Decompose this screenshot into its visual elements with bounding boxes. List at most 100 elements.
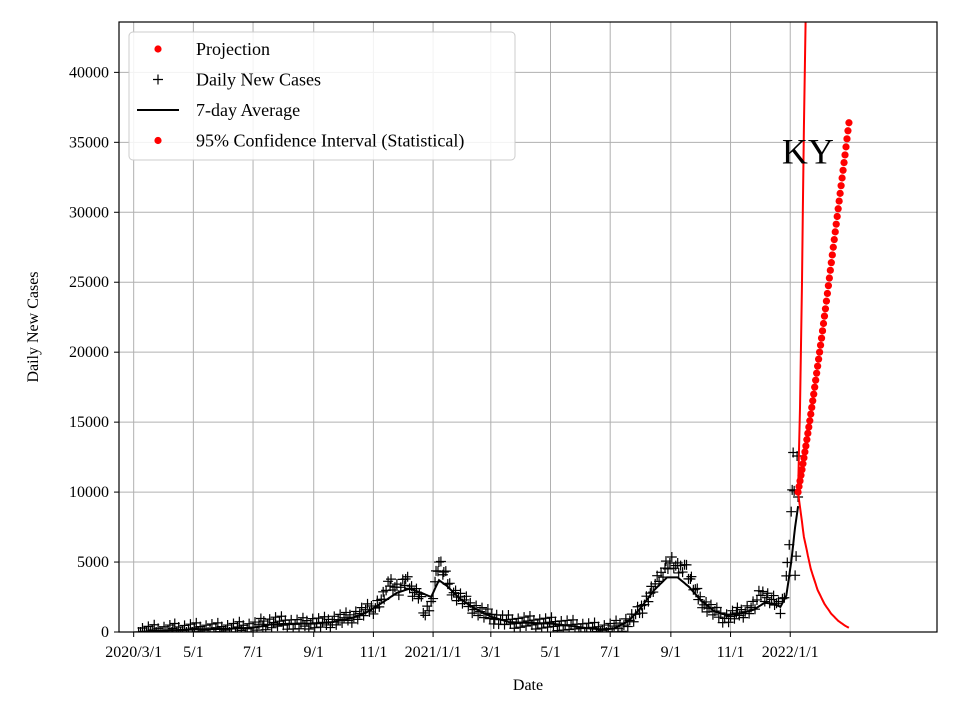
data-point <box>791 551 802 562</box>
data-point <box>757 586 768 597</box>
projection-point <box>809 397 817 405</box>
y-tick-label: 40000 <box>69 64 109 81</box>
projection-point <box>812 376 820 384</box>
data-point <box>595 627 606 632</box>
projection-point <box>804 429 812 437</box>
data-point <box>187 627 198 632</box>
projection-point <box>801 448 809 456</box>
projection-point <box>806 417 814 425</box>
data-point <box>711 602 722 613</box>
x-tick-label: 9/1 <box>661 644 681 661</box>
data-point <box>781 570 792 581</box>
data-point <box>400 573 411 584</box>
projection-point <box>840 159 848 167</box>
data-point <box>352 614 363 625</box>
data-point <box>713 612 724 623</box>
data-point <box>616 626 627 632</box>
projection-point <box>799 460 807 468</box>
data-point <box>315 622 326 632</box>
projection-point <box>826 266 834 274</box>
projection-point <box>829 243 837 251</box>
data-point <box>750 604 761 615</box>
data-point <box>761 592 772 603</box>
y-tick-label: 30000 <box>69 204 109 221</box>
legend-item: 95% Confidence Interval (Statistical) <box>154 131 464 152</box>
legend-item: Projection <box>154 39 270 59</box>
data-point <box>465 597 476 608</box>
projection-point <box>818 327 827 335</box>
projection-point <box>814 362 822 370</box>
data-point <box>402 571 413 582</box>
data-point <box>768 590 779 601</box>
series-line <box>797 22 807 493</box>
projection-point <box>821 305 830 313</box>
data-point <box>133 627 144 632</box>
data-point <box>155 627 166 632</box>
data-point <box>260 624 271 632</box>
projection-point <box>822 297 831 305</box>
data-point <box>272 621 283 632</box>
data-point <box>331 619 342 630</box>
y-tick-label: 20000 <box>69 344 109 361</box>
x-tick-label: 2022/1/1 <box>762 644 819 661</box>
x-tick-label: 2020/3/1 <box>105 644 162 661</box>
data-point <box>530 623 541 632</box>
y-axis-label: Daily New Cases <box>25 271 42 382</box>
x-tick-label: 9/1 <box>303 644 323 661</box>
x-tick-label: 3/1 <box>481 644 501 661</box>
legend-label: 7-day Average <box>196 100 300 120</box>
projection-point <box>845 119 853 127</box>
projection-point <box>803 436 811 444</box>
data-point <box>585 627 596 632</box>
data-point <box>521 620 532 631</box>
data-point <box>480 608 491 619</box>
series-line <box>797 22 807 493</box>
data-point <box>692 583 703 594</box>
series-line <box>797 491 850 629</box>
data-point <box>685 574 696 585</box>
data-point <box>478 612 489 623</box>
x-tick-label: 5/1 <box>540 644 560 661</box>
data-point <box>358 610 369 621</box>
data-point <box>428 593 439 604</box>
data-point <box>416 591 427 602</box>
data-point <box>701 596 712 607</box>
y-axis: 0 5000 10000 15000 20000 25000 30000 35000 40000 <box>69 64 119 641</box>
data-point <box>325 622 336 632</box>
projection-point <box>798 466 806 474</box>
data-point <box>337 617 348 628</box>
projection-point <box>831 228 839 236</box>
data-point <box>695 591 706 602</box>
data-point <box>386 574 397 585</box>
projection-point <box>823 289 832 298</box>
projection-point <box>811 383 819 391</box>
projection-point <box>842 143 850 151</box>
data-point <box>171 627 182 632</box>
projection-point <box>808 403 816 412</box>
data-point <box>662 563 673 574</box>
x-tick-label: 7/1 <box>243 644 263 661</box>
legend-dot-marker <box>154 136 162 145</box>
x-tick-label: 11/1 <box>717 644 745 661</box>
legend-label: Projection <box>196 39 270 59</box>
projection-point <box>830 235 838 244</box>
data-point <box>440 566 451 577</box>
projection-point <box>839 166 847 174</box>
data-point <box>208 627 219 632</box>
data-point <box>643 596 654 607</box>
data-point <box>435 556 446 567</box>
series-layer <box>133 22 853 632</box>
data-point <box>246 627 257 632</box>
x-tick-label: 5/1 <box>183 644 203 661</box>
projection-point <box>815 355 823 363</box>
y-tick-label: 0 <box>101 624 109 641</box>
projection-point <box>835 197 843 205</box>
data-point <box>477 602 488 613</box>
series-plus <box>133 447 804 632</box>
projection-point <box>833 212 841 221</box>
data-point <box>145 627 156 632</box>
data-point <box>658 572 669 583</box>
plot-frame <box>118 21 938 633</box>
projection-point <box>819 319 828 328</box>
